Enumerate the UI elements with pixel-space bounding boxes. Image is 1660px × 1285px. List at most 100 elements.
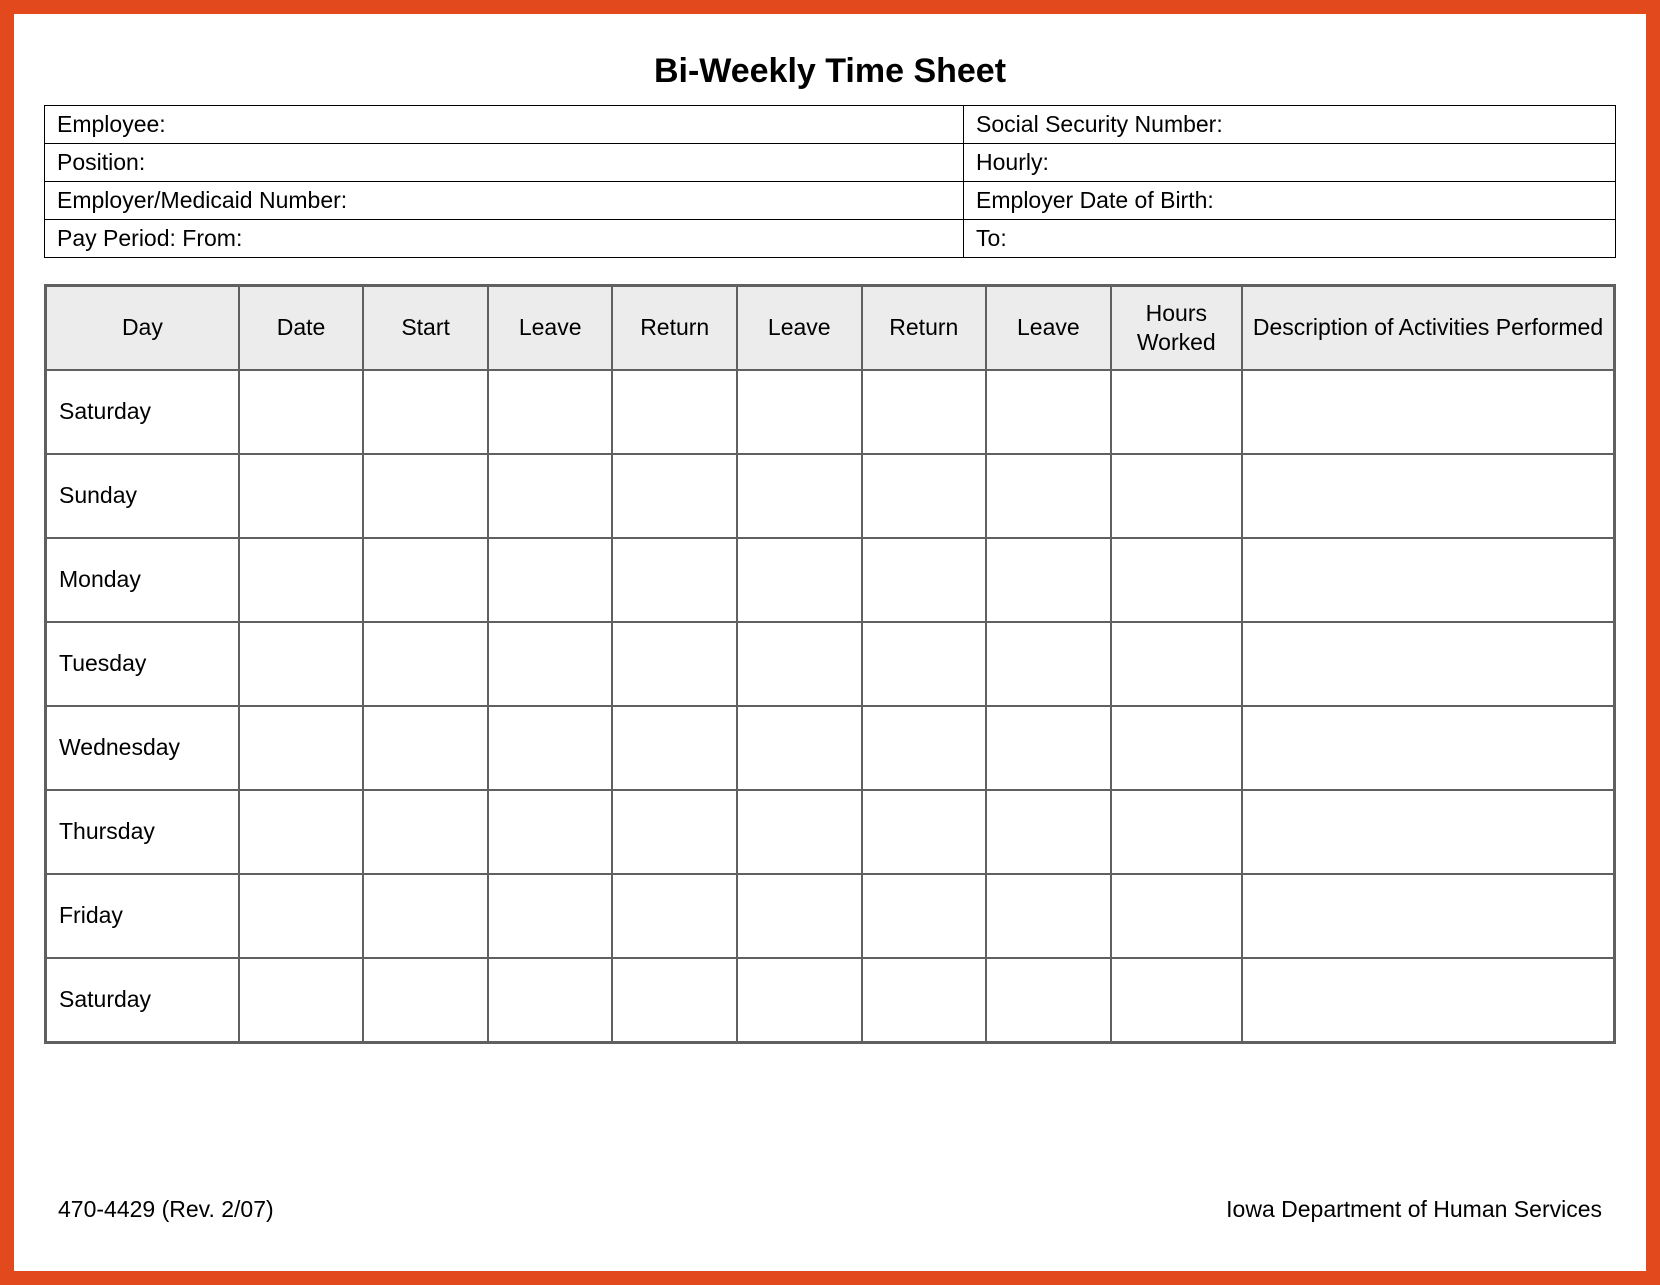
empty-cell	[737, 958, 862, 1042]
empty-cell	[1111, 538, 1242, 622]
empty-cell	[488, 622, 613, 706]
timesheet-column-header: Hours Worked	[1111, 286, 1242, 370]
empty-cell	[1111, 706, 1242, 790]
empty-cell	[488, 538, 613, 622]
empty-cell	[488, 790, 613, 874]
timesheet-table: DayDateStartLeaveReturnLeaveReturnLeaveH…	[44, 284, 1616, 1044]
footer-agency: Iowa Department of Human Services	[1226, 1196, 1602, 1223]
footer-form-number: 470-4429 (Rev. 2/07)	[58, 1196, 274, 1223]
timesheet-header-row: DayDateStartLeaveReturnLeaveReturnLeaveH…	[46, 286, 1614, 370]
empty-cell	[737, 370, 862, 454]
info-row: Pay Period: From: To:	[45, 220, 1616, 258]
timesheet-column-header: Leave	[737, 286, 862, 370]
empty-cell	[612, 958, 737, 1042]
timesheet-header: DayDateStartLeaveReturnLeaveReturnLeaveH…	[46, 286, 1614, 370]
empty-cell	[612, 706, 737, 790]
timesheet-row: Tuesday	[46, 622, 1614, 706]
timesheet-column-header: Return	[862, 286, 987, 370]
empty-cell	[488, 370, 613, 454]
day-cell: Wednesday	[46, 706, 239, 790]
empty-cell	[986, 790, 1111, 874]
empty-cell	[1111, 370, 1242, 454]
empty-cell	[737, 790, 862, 874]
empty-cell	[363, 622, 488, 706]
empty-cell	[862, 790, 987, 874]
empty-cell	[488, 706, 613, 790]
empty-cell	[862, 706, 987, 790]
empty-cell	[737, 874, 862, 958]
document-frame: Bi-Weekly Time Sheet Employee: Social Se…	[0, 0, 1660, 1285]
timesheet-row: Saturday	[46, 370, 1614, 454]
info-row: Position: Hourly:	[45, 144, 1616, 182]
day-cell: Sunday	[46, 454, 239, 538]
field-pay-period-to: To:	[964, 220, 1616, 258]
timesheet-column-header: Return	[612, 286, 737, 370]
timesheet-column-header: Date	[239, 286, 364, 370]
empty-cell	[239, 454, 364, 538]
empty-cell	[1242, 874, 1614, 958]
empty-cell	[737, 622, 862, 706]
empty-cell	[239, 874, 364, 958]
empty-cell	[737, 538, 862, 622]
day-cell: Tuesday	[46, 622, 239, 706]
empty-cell	[612, 874, 737, 958]
empty-cell	[612, 370, 737, 454]
info-table: Employee: Social Security Number: Positi…	[44, 105, 1616, 258]
timesheet-column-header: Start	[363, 286, 488, 370]
empty-cell	[737, 706, 862, 790]
empty-cell	[862, 874, 987, 958]
empty-cell	[986, 958, 1111, 1042]
timesheet-row: Saturday	[46, 958, 1614, 1042]
timesheet-body: SaturdaySundayMondayTuesdayWednesdayThur…	[46, 370, 1614, 1042]
empty-cell	[612, 538, 737, 622]
timesheet-row: Friday	[46, 874, 1614, 958]
empty-cell	[488, 958, 613, 1042]
day-cell: Saturday	[46, 370, 239, 454]
day-cell: Friday	[46, 874, 239, 958]
day-cell: Saturday	[46, 958, 239, 1042]
info-row: Employee: Social Security Number:	[45, 106, 1616, 144]
page-title: Bi-Weekly Time Sheet	[44, 52, 1616, 91]
day-cell: Thursday	[46, 790, 239, 874]
empty-cell	[363, 454, 488, 538]
empty-cell	[862, 370, 987, 454]
empty-cell	[986, 538, 1111, 622]
timesheet-column-header: Description of Activities Performed	[1242, 286, 1614, 370]
empty-cell	[1242, 454, 1614, 538]
empty-cell	[239, 790, 364, 874]
empty-cell	[239, 622, 364, 706]
info-row: Employer/Medicaid Number: Employer Date …	[45, 182, 1616, 220]
empty-cell	[1111, 958, 1242, 1042]
timesheet-row: Wednesday	[46, 706, 1614, 790]
field-employer-medicaid: Employer/Medicaid Number:	[45, 182, 964, 220]
empty-cell	[1242, 370, 1614, 454]
empty-cell	[737, 454, 862, 538]
empty-cell	[363, 958, 488, 1042]
empty-cell	[612, 454, 737, 538]
empty-cell	[1242, 538, 1614, 622]
empty-cell	[986, 874, 1111, 958]
empty-cell	[363, 538, 488, 622]
timesheet-row: Thursday	[46, 790, 1614, 874]
empty-cell	[1242, 790, 1614, 874]
field-hourly: Hourly:	[964, 144, 1616, 182]
field-position: Position:	[45, 144, 964, 182]
empty-cell	[488, 454, 613, 538]
empty-cell	[612, 622, 737, 706]
field-ssn: Social Security Number:	[964, 106, 1616, 144]
empty-cell	[363, 706, 488, 790]
empty-cell	[363, 874, 488, 958]
empty-cell	[986, 370, 1111, 454]
empty-cell	[1242, 958, 1614, 1042]
timesheet-column-header: Day	[46, 286, 239, 370]
empty-cell	[986, 622, 1111, 706]
timesheet-row: Sunday	[46, 454, 1614, 538]
field-employer-dob: Employer Date of Birth:	[964, 182, 1616, 220]
empty-cell	[862, 622, 987, 706]
footer: 470-4429 (Rev. 2/07) Iowa Department of …	[58, 1196, 1602, 1223]
timesheet-row: Monday	[46, 538, 1614, 622]
empty-cell	[1242, 622, 1614, 706]
empty-cell	[239, 538, 364, 622]
timesheet-column-header: Leave	[986, 286, 1111, 370]
field-employee: Employee:	[45, 106, 964, 144]
